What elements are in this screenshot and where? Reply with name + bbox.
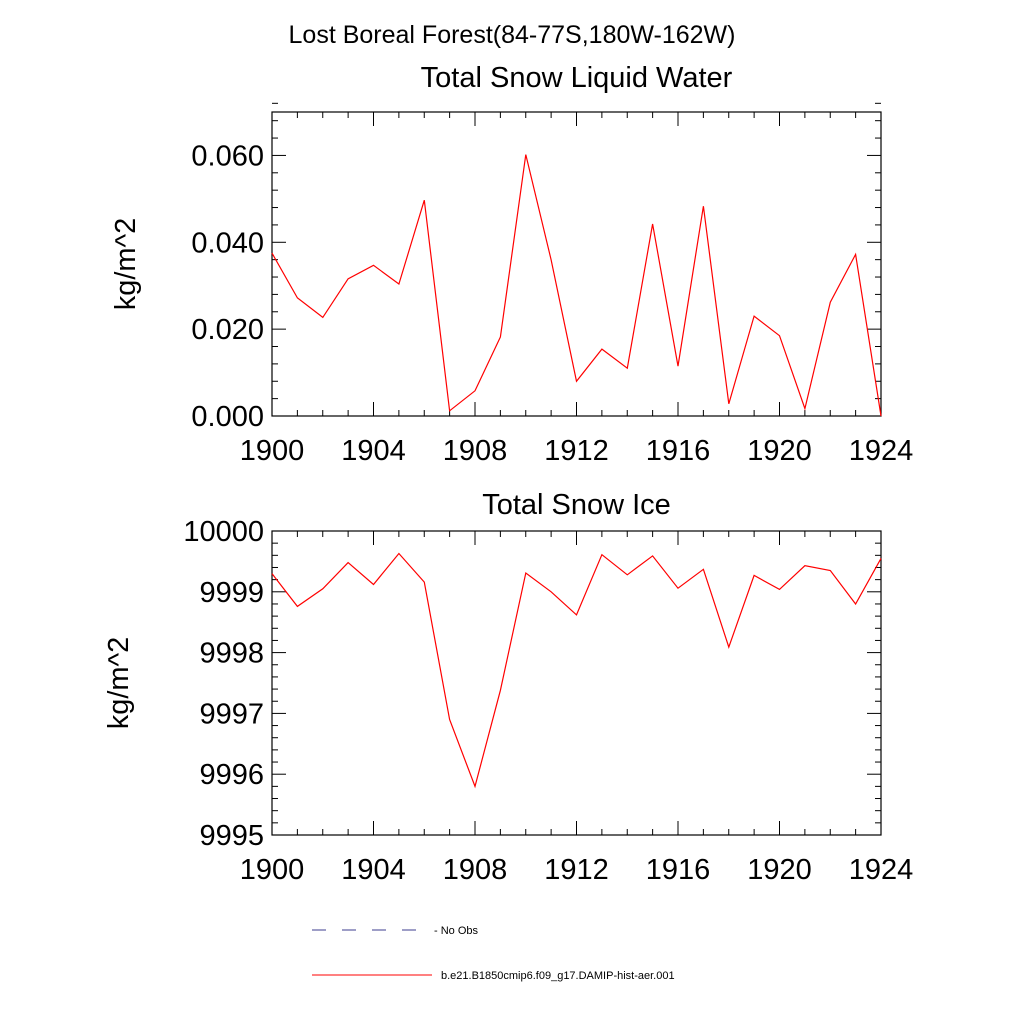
y-axis-label: kg/m^2	[103, 637, 135, 730]
y-tick-label: 9997	[199, 698, 264, 730]
y-tick-label: 9996	[199, 759, 264, 791]
y-axis-label: kg/m^2	[110, 218, 142, 311]
series-line	[271, 154, 882, 417]
x-tick-label: 1916	[646, 435, 711, 467]
x-tick-label: 1924	[849, 435, 914, 467]
y-tick-label: 10000	[183, 516, 264, 548]
x-tick-label: 1904	[341, 435, 406, 467]
x-tick-label: 1908	[443, 854, 508, 886]
panel-snow-liquid-water: Total Snow Liquid Water 1900 1904 1908 1912 1…	[110, 62, 913, 467]
x-tick-label: 1912	[544, 854, 609, 886]
legend-label-model-run: b.e21.B1850cmip6.f09_g17.DAMIP-hist-aer.…	[441, 970, 675, 982]
legend: - No Obs b.e21.B1850cmip6.f09_g17.DAMIP-…	[312, 925, 675, 982]
panel-snow-ice: Total Snow Ice 1900 1904 1908 1912 1916 1920 19…	[103, 489, 913, 886]
series-line	[271, 552, 882, 789]
x-tick-label: 1916	[646, 854, 711, 886]
figure-suptitle: Lost Boreal Forest(84-77S,180W-162W)	[289, 21, 736, 49]
y-tick-label: 9995	[199, 820, 264, 852]
plot-frame	[271, 530, 882, 836]
x-tick-label: 1908	[443, 435, 508, 467]
plot-frame	[271, 111, 882, 417]
y-tick-label: 9998	[199, 638, 264, 670]
legend-label-no-obs: - No Obs	[434, 925, 479, 937]
x-tick-label: 1900	[240, 854, 305, 886]
y-tick-label: 0.020	[191, 314, 264, 346]
chart-title: Total Snow Ice	[482, 489, 671, 521]
x-tick-label: 1924	[849, 854, 914, 886]
y-tick-label: 0.040	[191, 227, 264, 259]
x-tick-label: 1912	[544, 435, 609, 467]
x-tick-label: 1920	[747, 435, 812, 467]
y-tick-label: 0.000	[191, 401, 264, 433]
y-tick-label: 0.060	[191, 140, 264, 172]
x-tick-label: 1900	[240, 435, 305, 467]
x-tick-label: 1920	[747, 854, 812, 886]
x-tick-label: 1904	[341, 854, 406, 886]
y-tick-label: 9999	[199, 577, 264, 609]
chart-title: Total Snow Liquid Water	[421, 62, 733, 94]
